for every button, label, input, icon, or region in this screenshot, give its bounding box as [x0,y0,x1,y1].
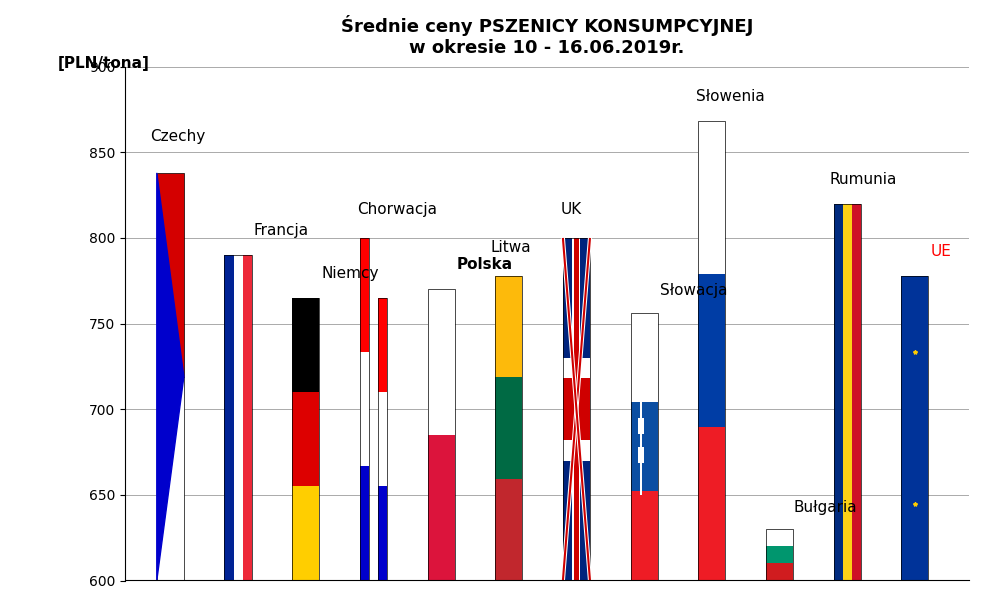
Bar [495,275,523,580]
Bar [766,546,793,564]
Bar [639,447,645,463]
Bar [378,298,387,392]
Bar [833,204,842,580]
Bar [378,486,387,580]
Bar [495,378,523,479]
Text: Bułgaria: Bułgaria [793,501,857,515]
Bar [360,238,369,580]
Bar [766,529,793,580]
Bar [224,255,252,580]
Bar [427,289,455,435]
Bar [427,435,455,580]
Bar [233,255,242,580]
Text: Litwa: Litwa [491,240,531,255]
Bar [563,378,590,440]
Bar [563,358,590,461]
Text: Francja: Francja [254,223,309,238]
Polygon shape [156,173,184,580]
Text: Rumunia: Rumunia [830,172,896,187]
Bar [563,238,590,580]
Bar [574,238,579,580]
Bar [699,428,725,580]
Bar [641,402,643,495]
Bar [901,275,928,580]
Bar [563,378,590,440]
Bar [631,402,657,492]
Bar [360,466,369,580]
Text: Niemcy: Niemcy [322,266,379,281]
Bar [699,274,725,428]
Bar [631,313,657,580]
Text: Słowenia: Słowenia [696,89,765,104]
Bar [573,238,581,580]
Bar [563,238,590,580]
Bar [639,417,645,434]
Bar [842,204,852,580]
Bar [378,392,387,486]
Text: Chorwacja: Chorwacja [357,202,438,217]
Bar [292,392,319,486]
Bar [242,255,252,580]
Bar [573,238,581,580]
Bar [699,121,725,274]
Bar [427,289,455,580]
Text: UE: UE [931,243,952,259]
Text: UK: UK [561,202,582,217]
Bar [292,298,319,580]
Bar [699,121,725,580]
Bar [852,204,861,580]
Title: Średnie ceny PSZENICY KONSUMPCYJNEJ
w okresie 10 - 16.06.2019r.: Średnie ceny PSZENICY KONSUMPCYJNEJ w ok… [340,15,754,57]
Bar [563,358,590,461]
Bar [292,298,319,392]
Text: Słowacja: Słowacja [660,283,727,298]
Bar [495,275,523,378]
Bar [360,238,369,352]
Bar [631,313,657,402]
Bar [156,173,184,377]
Bar [495,479,523,580]
Text: Czechy: Czechy [150,129,206,144]
Bar [766,564,793,580]
Bar [833,204,861,580]
Bar [156,377,184,580]
Bar [574,238,579,580]
Bar [766,529,793,546]
Bar [292,486,319,580]
Bar [378,298,387,580]
Bar [631,492,657,580]
Text: [PLN/tona]: [PLN/tona] [58,56,150,71]
Text: Polska: Polska [457,257,513,272]
Bar [901,275,928,580]
Bar [360,352,369,466]
Bar [224,255,233,580]
